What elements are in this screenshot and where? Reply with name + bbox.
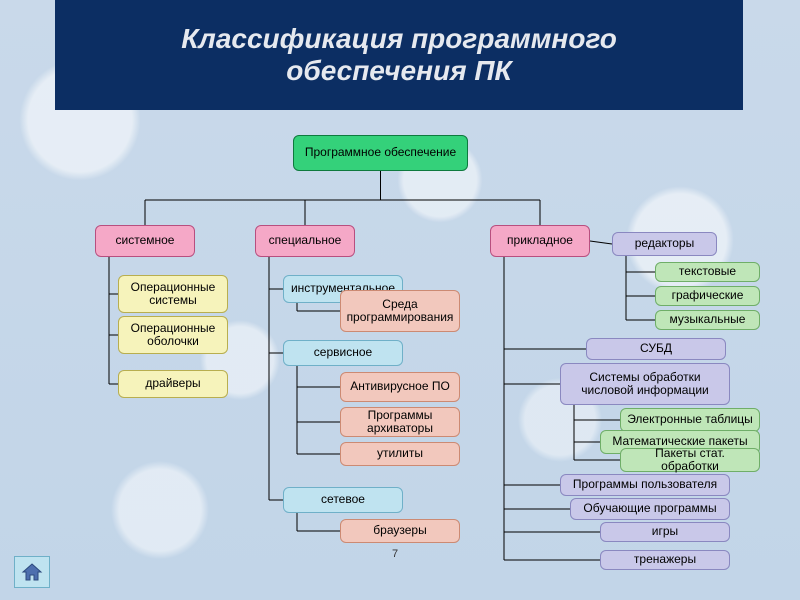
home-icon xyxy=(21,562,43,582)
node-stat: Пакеты стат. обработки xyxy=(620,448,760,472)
node-os: Операционные системы xyxy=(118,275,228,313)
node-utilities: утилиты xyxy=(340,442,460,466)
node-dbms: СУБД xyxy=(586,338,726,360)
page-title: Классификация программногообеспечения ПК xyxy=(55,0,743,110)
node-antivirus: Антивирусное ПО xyxy=(340,372,460,402)
node-games: игры xyxy=(600,522,730,542)
node-spec: специальное xyxy=(255,225,355,257)
node-sheets: Электронные таблицы xyxy=(620,408,760,432)
node-graphic: графические xyxy=(655,286,760,306)
node-editors: редакторы xyxy=(612,232,717,256)
node-root: Программное обеспечение xyxy=(293,135,468,171)
node-edu: Обучающие программы xyxy=(570,498,730,520)
node-archivers: Программы архиваторы xyxy=(340,407,460,437)
node-service: сервисное xyxy=(283,340,403,366)
node-browsers: браузеры xyxy=(340,519,460,543)
node-app: прикладное xyxy=(490,225,590,257)
node-music: музыкальные xyxy=(655,310,760,330)
node-ide: Среда программирования xyxy=(340,290,460,332)
node-drivers: драйверы xyxy=(118,370,228,398)
node-network: сетевое xyxy=(283,487,403,513)
page-number: 7 xyxy=(392,548,398,560)
node-userprog: Программы пользователя xyxy=(560,474,730,496)
page-title-text: Классификация программногообеспечения ПК xyxy=(181,23,617,87)
node-trainers: тренажеры xyxy=(600,550,730,570)
node-shells: Операционные оболочки xyxy=(118,316,228,354)
home-button[interactable] xyxy=(14,556,50,588)
node-sys: системное xyxy=(95,225,195,257)
node-text: текстовые xyxy=(655,262,760,282)
node-numproc: Системы обработки числовой информации xyxy=(560,363,730,405)
